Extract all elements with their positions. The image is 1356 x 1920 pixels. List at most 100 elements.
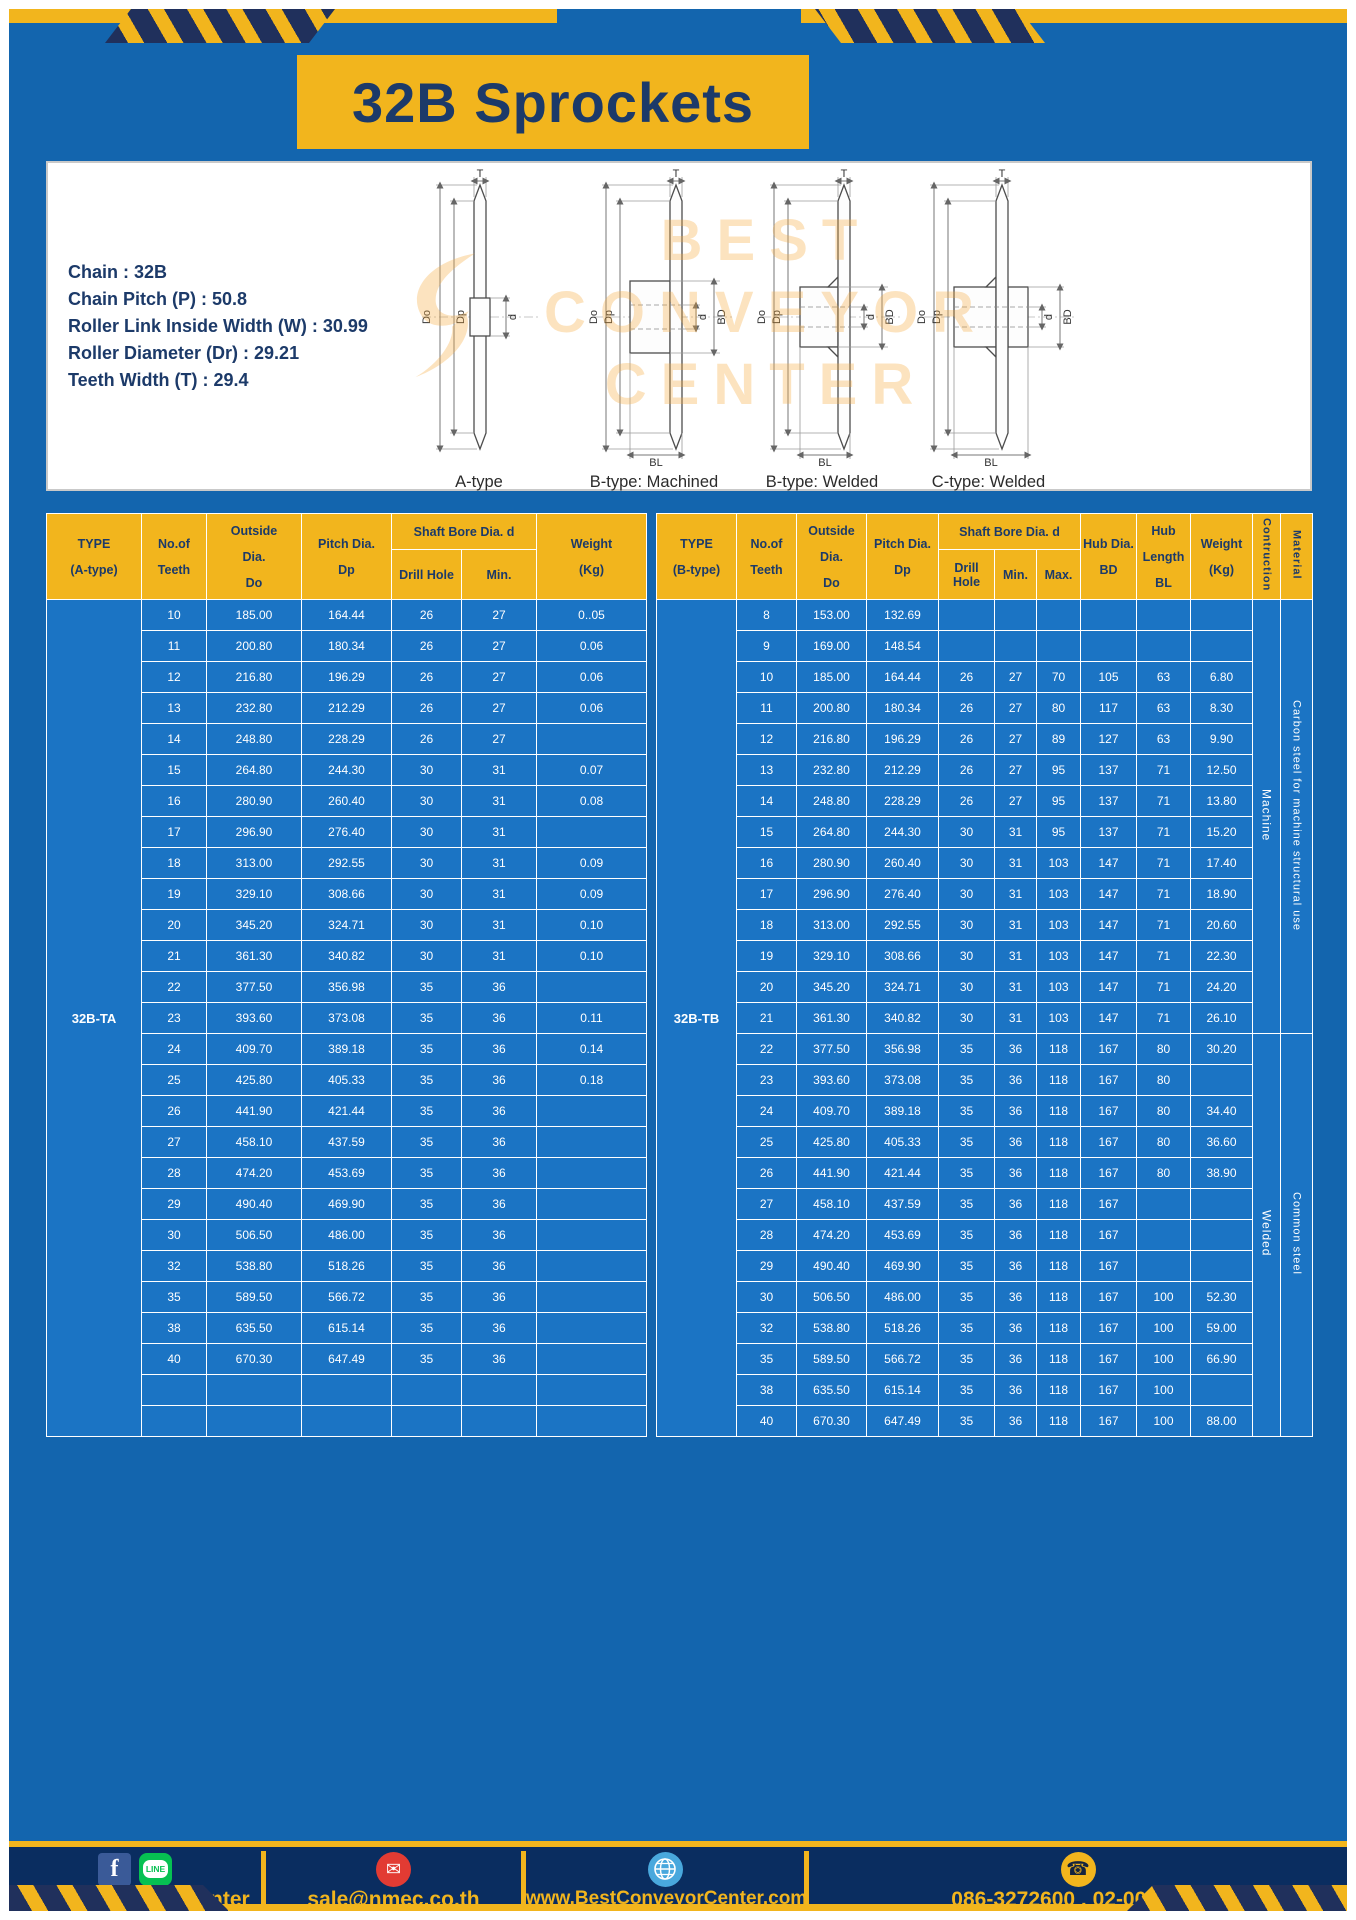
data-cell: 19 [141,878,207,910]
data-cell: 486.00 [866,1281,939,1313]
data-cell: 31 [461,878,537,910]
data-cell: 11 [141,630,207,662]
data-cell: 169.00 [796,630,867,662]
dim-dp-label: Dp [455,310,467,324]
footer-website-label[interactable]: www.BestConveyorCenter.com [526,1888,808,1909]
data-cell: 147 [1080,1002,1138,1034]
data-cell [1190,1374,1254,1406]
table-row: 26 441.90 421.44 35 36 118 167 80 38.90 [657,1157,1313,1189]
data-cell: 80 [1035,692,1082,724]
data-cell: 393.60 [206,1002,302,1034]
data-cell: 10 [736,661,797,693]
table-row: 35 589.50 566.72 35 36 118 167 100 66.90 [657,1343,1313,1375]
data-cell: 296.90 [796,878,867,910]
data-cell: 340.82 [866,1002,939,1034]
data-cell: 30 [391,940,462,972]
header-min: Min. [461,549,537,600]
data-cell: 180.34 [866,692,939,724]
table-b-body: 32B-TB 8 153.00 132.69 Machine Carbon steel f… [656,599,1314,1437]
data-cell [1136,630,1192,662]
data-cell: 147 [1080,878,1138,910]
data-cell [536,1312,647,1344]
header-pitch-dia: Pitch Dia. Dp [866,513,939,600]
data-cell: 88.00 [1190,1405,1254,1437]
data-cell: 185.00 [206,599,302,631]
data-cell: 147 [1080,971,1138,1003]
data-cell: 30 [391,754,462,786]
table-row: 24 409.70 389.18 35 36 118 167 80 34.40 [657,1095,1313,1127]
data-cell [391,1374,462,1406]
facebook-icon[interactable]: f [98,1852,131,1886]
data-cell: 0.09 [536,878,647,910]
data-cell: 453.69 [866,1219,939,1251]
data-cell: 103 [1035,878,1082,910]
data-cell: 35 [391,1250,462,1282]
data-cell: 164.44 [866,661,939,693]
data-cell: 35 [938,1312,995,1344]
data-cell: 118 [1035,1095,1082,1127]
email-icon[interactable]: ✉ [376,1851,411,1887]
data-cell: 118 [1035,1064,1082,1096]
construction-cell: Welded [1252,1033,1282,1437]
data-cell: 100 [1136,1312,1192,1344]
data-cell: 30 [938,1002,995,1034]
data-cell: 103 [1035,1002,1082,1034]
data-cell: 35 [391,1343,462,1375]
data-cell: 615.14 [301,1312,392,1344]
data-cell: 14 [141,723,207,755]
globe-icon[interactable] [647,1851,683,1887]
dim-do-label: Do [588,310,600,324]
data-cell: 566.72 [866,1343,939,1375]
data-cell: 29 [141,1188,207,1220]
data-cell: 95 [1035,785,1082,817]
data-cell: 35 [938,1188,995,1220]
header-drill-hole: Drill Hole [391,549,462,600]
header-shaft-bore-group: Shaft Bore Dia. d [391,513,537,550]
data-cell [391,1405,462,1437]
data-cell: 26 [391,599,462,631]
data-cell: 27 [461,692,537,724]
data-cell: 200.80 [206,630,302,662]
data-cell: 21 [141,940,207,972]
footer-separator [261,1851,266,1907]
dim-do-label: Do [756,310,768,324]
footer-yellow-line [9,1841,1347,1847]
data-cell: 100 [1136,1281,1192,1313]
data-cell: 35 [938,1095,995,1127]
data-cell: 15 [736,816,797,848]
data-cell [994,599,1037,631]
data-cell: 16 [141,785,207,817]
data-cell: 27 [994,785,1037,817]
header-material: Material [1280,513,1314,600]
data-cell [1080,630,1138,662]
header-outside-dia: Outside Dia. Do [206,513,302,600]
sprocket-drawing-a: T Do Dp d [421,168,539,453]
table-a-body: 32B-TA 10 185.00 164.44 26 27 0..05 11 200.80 180… [46,599,647,1437]
data-cell: 31 [994,940,1037,972]
data-cell: 329.10 [796,940,867,972]
data-cell: 36 [461,1281,537,1313]
data-cell: 453.69 [301,1157,392,1189]
data-cell: 589.50 [796,1343,867,1375]
data-cell: 31 [461,785,537,817]
line-icon[interactable]: LINE [139,1852,172,1886]
data-cell: 36 [461,1188,537,1220]
dim-t-label: T [841,168,848,180]
data-cell: 167 [1080,1281,1138,1313]
footer-separator [521,1851,526,1907]
data-cell: 137 [1080,816,1138,848]
data-cell: 8 [736,599,797,631]
table-row: 17 296.90 276.40 30 31 103 147 71 18.90 [657,878,1313,910]
data-cell: 24.20 [1190,971,1254,1003]
phone-icon[interactable]: ☎ [1060,1851,1096,1887]
data-cell [536,1157,647,1189]
data-cell: 28 [736,1219,797,1251]
data-cell: 36 [461,1064,537,1096]
data-cell: 244.30 [301,754,392,786]
data-cell: 216.80 [796,723,867,755]
diagram-caption-a: A-type [455,473,503,491]
data-cell: 393.60 [796,1064,867,1096]
data-cell: 35 [391,971,462,1003]
data-cell: 25 [736,1126,797,1158]
data-cell [536,1281,647,1313]
